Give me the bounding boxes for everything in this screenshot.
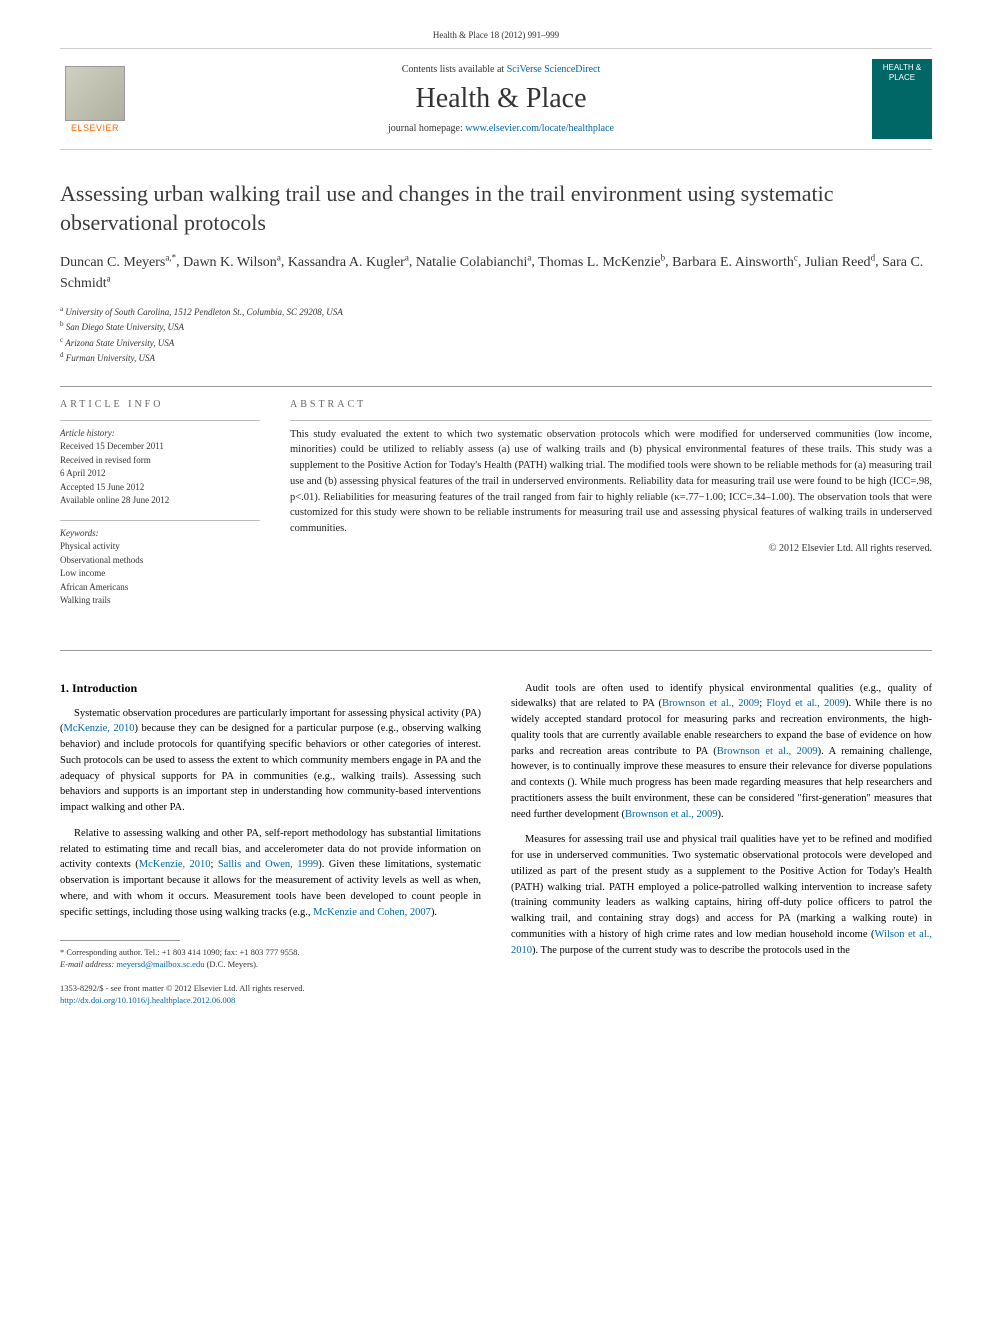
affiliation: c Arizona State University, USA [60, 335, 932, 351]
citation-link[interactable]: Wilson et al., 2010 [511, 929, 932, 956]
keyword: African Americans [60, 581, 260, 595]
abstract-header: ABSTRACT [290, 399, 932, 410]
elsevier-label: ELSEVIER [71, 123, 119, 133]
header-center: Contents lists available at SciVerse Sci… [130, 64, 872, 134]
abstract-copyright: © 2012 Elsevier Ltd. All rights reserved… [290, 543, 932, 554]
citation-link[interactable]: Floyd et al., 2009 [766, 698, 845, 709]
affiliation: a University of South Carolina, 1512 Pen… [60, 304, 932, 320]
footnote-separator [60, 940, 180, 941]
homepage-prefix: journal homepage: [388, 123, 465, 134]
history-line: Accepted 15 June 2012 [60, 481, 260, 495]
article-history: Article history:Received 15 December 201… [60, 420, 260, 508]
divider [60, 650, 932, 651]
article-info-col: ARTICLE INFO Article history:Received 15… [60, 399, 260, 620]
citation-link[interactable]: Brownson et al., 2009 [625, 809, 717, 820]
email-label: E-mail address: [60, 959, 116, 969]
citation-link[interactable]: McKenzie, 2010 [139, 859, 211, 870]
doi-link[interactable]: http://dx.doi.org/10.1016/j.healthplace.… [60, 995, 235, 1005]
history-line: Available online 28 June 2012 [60, 494, 260, 508]
author: Barbara E. Ainsworthc [672, 255, 798, 270]
body-columns: 1. Introduction Systematic observation p… [60, 681, 932, 1007]
author: Thomas L. McKenzieb [538, 255, 665, 270]
citation-link[interactable]: Sallis and Owen, 1999 [218, 859, 318, 870]
body-paragraph: Systematic observation procedures are pa… [60, 706, 481, 816]
history-line: Received 15 December 2011 [60, 440, 260, 454]
abstract-col: ABSTRACT This study evaluated the extent… [290, 399, 932, 620]
citation-link[interactable]: Brownson et al., 2009 [662, 698, 759, 709]
contents-line: Contents lists available at SciVerse Sci… [130, 64, 872, 75]
email-line: E-mail address: meyersd@mailbox.sc.edu (… [60, 959, 481, 971]
keyword: Observational methods [60, 554, 260, 568]
history-line: 6 April 2012 [60, 467, 260, 481]
author-list: Duncan C. Meyersa,*, Dawn K. Wilsona, Ka… [60, 251, 932, 294]
affiliation: d Furman University, USA [60, 350, 932, 366]
sciencedirect-link[interactable]: SciVerse ScienceDirect [507, 64, 601, 75]
info-abstract-row: ARTICLE INFO Article history:Received 15… [60, 399, 932, 620]
affiliations: a University of South Carolina, 1512 Pen… [60, 304, 932, 366]
keyword: Walking trails [60, 594, 260, 608]
affiliation: b San Diego State University, USA [60, 319, 932, 335]
homepage-link[interactable]: www.elsevier.com/locate/healthplace [465, 123, 614, 134]
elsevier-tree-icon [65, 66, 125, 121]
abstract-text: This study evaluated the extent to which… [290, 420, 932, 537]
author: Dawn K. Wilsona [183, 255, 281, 270]
body-col-left: 1. Introduction Systematic observation p… [60, 681, 481, 1007]
keyword: Low income [60, 567, 260, 581]
keywords-block: Keywords:Physical activityObservational … [60, 520, 260, 608]
section-1-title: 1. Introduction [60, 681, 481, 696]
journal-name: Health & Place [130, 83, 872, 115]
author: Kassandra A. Kuglera [288, 255, 409, 270]
running-header: Health & Place 18 (2012) 991–999 [60, 30, 932, 40]
bottom-meta: 1353-8292/$ - see front matter © 2012 El… [60, 983, 481, 1007]
homepage-line: journal homepage: www.elsevier.com/locat… [130, 123, 872, 134]
history-label: Article history: [60, 427, 260, 441]
citation-link[interactable]: McKenzie, 2010 [64, 723, 135, 734]
body-col-right: Audit tools are often used to identify p… [511, 681, 932, 1007]
journal-header-block: ELSEVIER Contents lists available at Sci… [60, 48, 932, 150]
corresponding-author-footnote: * Corresponding author. Tel.: +1 803 414… [60, 947, 481, 971]
keywords-label: Keywords: [60, 527, 260, 541]
keyword: Physical activity [60, 540, 260, 554]
author: Julian Reedd [805, 255, 875, 270]
history-line: Received in revised form [60, 454, 260, 468]
citation-link[interactable]: Brownson et al., 2009 [717, 746, 818, 757]
contents-prefix: Contents lists available at [402, 64, 507, 75]
journal-cover-thumb: HEALTH & PLACE [872, 59, 932, 139]
article-title: Assessing urban walking trail use and ch… [60, 180, 932, 237]
issn-line: 1353-8292/$ - see front matter © 2012 El… [60, 983, 481, 995]
article-info-header: ARTICLE INFO [60, 399, 260, 410]
body-paragraph: Relative to assessing walking and other … [60, 826, 481, 921]
body-paragraph: Measures for assessing trail use and phy… [511, 832, 932, 958]
author: Natalie Colabianchia [416, 255, 532, 270]
divider [60, 386, 932, 387]
email-after: (D.C. Meyers). [204, 959, 258, 969]
email-link[interactable]: meyersd@mailbox.sc.edu [116, 959, 204, 969]
elsevier-logo: ELSEVIER [60, 59, 130, 139]
author: Duncan C. Meyersa,* [60, 255, 176, 270]
corr-author-line: * Corresponding author. Tel.: +1 803 414… [60, 947, 481, 959]
citation-link[interactable]: McKenzie and Cohen, 2007 [313, 907, 431, 918]
body-paragraph: Audit tools are often used to identify p… [511, 681, 932, 823]
